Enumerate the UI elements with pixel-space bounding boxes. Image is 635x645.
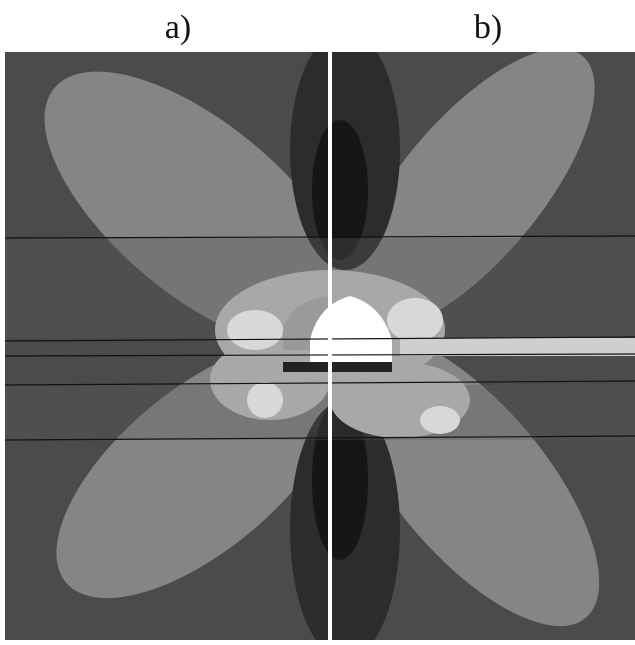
contour-plot <box>5 52 635 640</box>
panel-label: b) <box>474 9 502 46</box>
panel-label: a) <box>165 9 191 46</box>
